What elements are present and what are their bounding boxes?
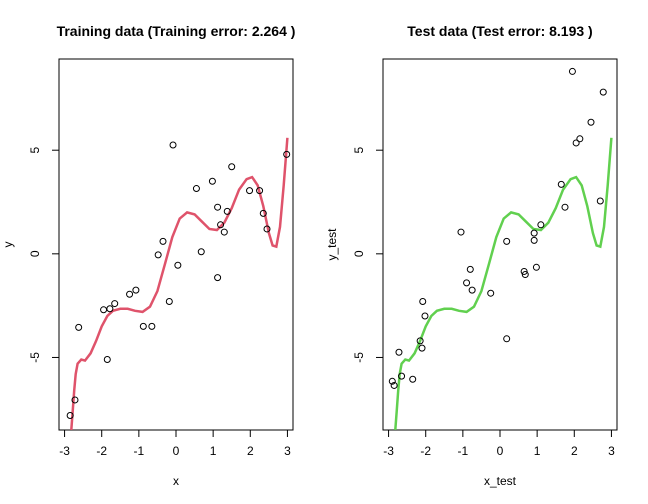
test-data-point: [530, 229, 538, 237]
test-data-point: [568, 67, 576, 75]
test-data-point: [409, 375, 417, 383]
training-data-point: [111, 300, 119, 308]
training-data-point: [220, 228, 228, 236]
training-data-point: [214, 274, 222, 282]
training-fit-curve: [70, 137, 289, 430]
training-data-point: [126, 290, 134, 298]
test-data-point: [530, 236, 538, 244]
test-data-point: [418, 344, 426, 352]
test-data-point: [463, 279, 471, 287]
test-x-tick-label: -3: [383, 444, 394, 458]
training-x-tick-label: -3: [59, 444, 70, 458]
training-data-point: [208, 177, 216, 185]
test-y-tick-label: 0: [352, 250, 366, 257]
training-data-point: [259, 209, 267, 217]
test-data-point: [416, 337, 424, 345]
test-data-point: [419, 297, 427, 305]
training-data-point: [71, 396, 79, 404]
training-x-axis: -3 -2 -1 0 1 2 3: [59, 429, 291, 458]
training-data-point: [228, 163, 236, 171]
training-data-point: [174, 261, 182, 269]
training-panel: Training data (Training error: 2.264 ) -…: [1, 23, 295, 488]
test-data-point: [587, 118, 595, 126]
test-y-tick-label: 5: [352, 147, 366, 154]
training-x-label: x: [173, 474, 179, 488]
test-points: [388, 67, 607, 389]
test-data-point: [388, 377, 396, 385]
test-plot-area: [388, 67, 613, 430]
training-data-point: [214, 203, 222, 211]
test-panel: Test data (Test error: 8.193 ) -3 -2 -1 0 1 2…: [325, 23, 618, 488]
test-fit-curve: [394, 137, 613, 430]
training-data-point: [103, 356, 111, 364]
test-data-point: [521, 271, 529, 279]
test-data-point: [532, 263, 540, 271]
test-data-point: [503, 237, 511, 245]
test-x-tick-label: 0: [497, 444, 504, 458]
training-points: [66, 141, 291, 419]
training-data-point: [246, 187, 254, 195]
training-data-point: [217, 221, 225, 229]
training-data-point: [192, 185, 200, 193]
test-data-point: [520, 267, 528, 275]
test-x-tick-label: -1: [458, 444, 469, 458]
test-data-point: [398, 372, 406, 380]
test-x-label: x_test: [484, 474, 517, 488]
training-data-point: [148, 322, 156, 330]
training-x-tick-label: 0: [173, 444, 180, 458]
training-x-tick-label: 2: [247, 444, 254, 458]
training-data-point: [66, 411, 74, 419]
test-data-point: [576, 135, 584, 143]
test-data-point: [561, 203, 569, 211]
training-data-point: [154, 251, 162, 259]
test-data-point: [599, 88, 607, 96]
test-data-point: [395, 348, 403, 356]
test-data-point: [487, 289, 495, 297]
test-x-tick-label: -2: [420, 444, 431, 458]
training-data-point: [132, 286, 140, 294]
training-data-point: [106, 305, 114, 313]
test-x-tick-label: 2: [571, 444, 578, 458]
test-data-point: [421, 312, 429, 320]
training-y-tick-label: 0: [28, 250, 42, 257]
test-x-axis: -3 -2 -1 0 1 2 3: [383, 429, 615, 458]
test-data-point: [466, 265, 474, 273]
training-x-tick-label: 3: [284, 444, 291, 458]
training-data-point: [139, 322, 147, 330]
training-title: Training data (Training error: 2.264 ): [57, 23, 296, 39]
test-data-point: [596, 197, 604, 205]
test-data-point: [557, 180, 565, 188]
training-data-point: [283, 150, 291, 158]
training-data-point: [169, 141, 177, 149]
test-y-label: y_test: [325, 228, 339, 261]
training-data-point: [263, 225, 271, 233]
test-data-point: [537, 221, 545, 229]
test-data-point: [572, 139, 580, 147]
training-data-point: [223, 207, 231, 215]
test-x-tick-label: 1: [534, 444, 541, 458]
test-data-point: [457, 228, 465, 236]
training-data-point: [159, 237, 167, 245]
test-data-point: [503, 335, 511, 343]
test-data-point: [468, 286, 476, 294]
test-y-axis: -5 0 5: [352, 147, 384, 363]
test-title: Test data (Test error: 8.193 ): [407, 23, 592, 39]
test-data-point: [390, 381, 398, 389]
training-data-point: [256, 187, 264, 195]
training-x-tick-label: -1: [134, 444, 145, 458]
training-y-tick-label: -5: [28, 352, 42, 363]
test-x-tick-label: 3: [608, 444, 615, 458]
training-data-point: [165, 297, 173, 305]
training-x-tick-label: -2: [96, 444, 107, 458]
training-data-point: [75, 323, 83, 331]
training-x-tick-label: 1: [210, 444, 217, 458]
training-data-point: [197, 248, 205, 256]
training-y-label: y: [1, 242, 15, 248]
training-y-tick-label: 5: [28, 147, 42, 154]
training-plot-area: [66, 137, 291, 430]
test-y-tick-label: -5: [352, 352, 366, 363]
training-y-axis: -5 0 5: [28, 147, 60, 363]
